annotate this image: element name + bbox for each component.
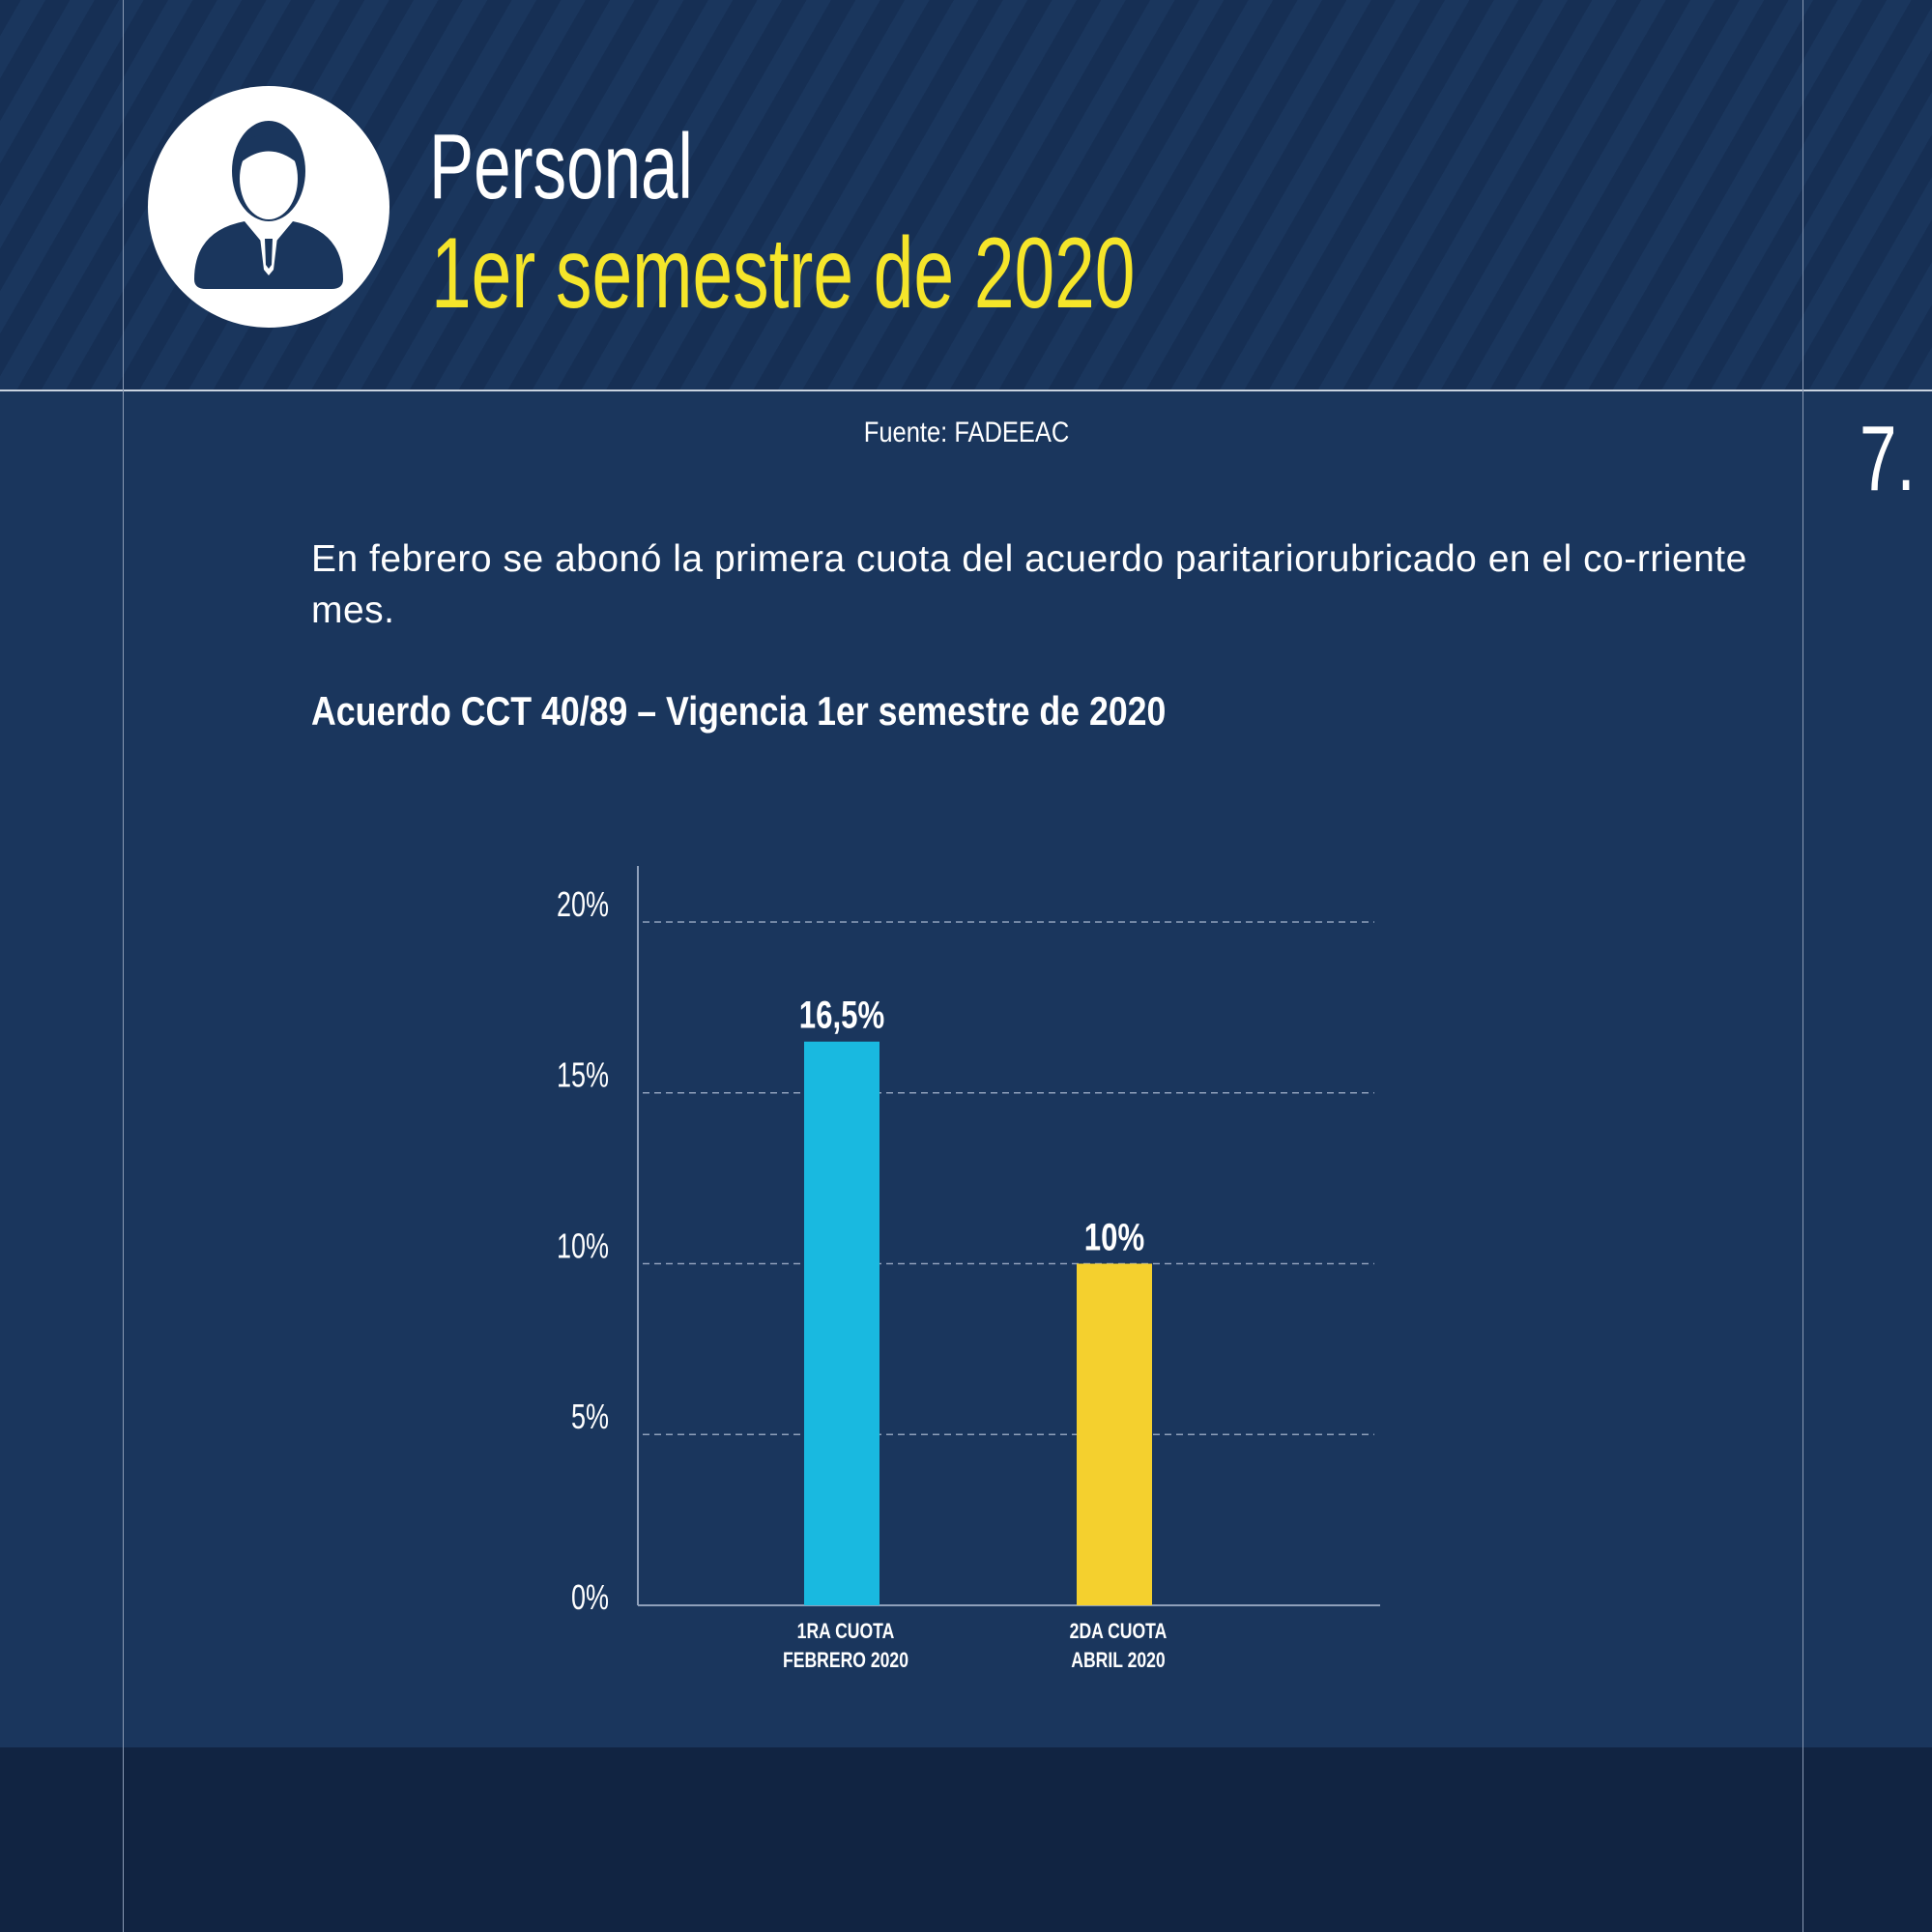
page-number: 7. <box>1860 407 1916 510</box>
bar <box>804 1041 879 1605</box>
source-note: Fuente: FADEEAC <box>863 417 1070 448</box>
x-category-label: 1RA CUOTA <box>797 1620 895 1643</box>
y-tick-label: 5% <box>571 1397 609 1436</box>
header-divider <box>0 389 1932 391</box>
right-guide-line <box>1802 0 1803 1932</box>
bar-value-label: 10% <box>1084 1216 1144 1259</box>
y-tick-label: 10% <box>557 1226 609 1266</box>
x-category-label: FEBRERO 2020 <box>783 1649 908 1672</box>
bar-value-label: 16,5% <box>799 994 884 1037</box>
description-paragraph: En febrero se abonó la primera cuota del… <box>311 538 1747 631</box>
chart-title: Acuerdo CCT 40/89 – Vigencia 1er semestr… <box>311 688 1167 734</box>
section-subtitle: 1er semestre de 2020 <box>431 217 1136 330</box>
bar <box>1077 1263 1152 1605</box>
x-category-label: 2DA CUOTA <box>1070 1620 1168 1643</box>
y-tick-label: 20% <box>557 884 609 924</box>
y-tick-label: 15% <box>557 1055 609 1095</box>
left-guide-line <box>123 0 124 1932</box>
footer-band <box>0 1747 1932 1932</box>
section-title: Personal <box>429 115 693 218</box>
x-category-label: ABRIL 2020 <box>1071 1649 1165 1672</box>
businessman-icon <box>148 86 389 328</box>
y-tick-label: 0% <box>571 1577 609 1617</box>
